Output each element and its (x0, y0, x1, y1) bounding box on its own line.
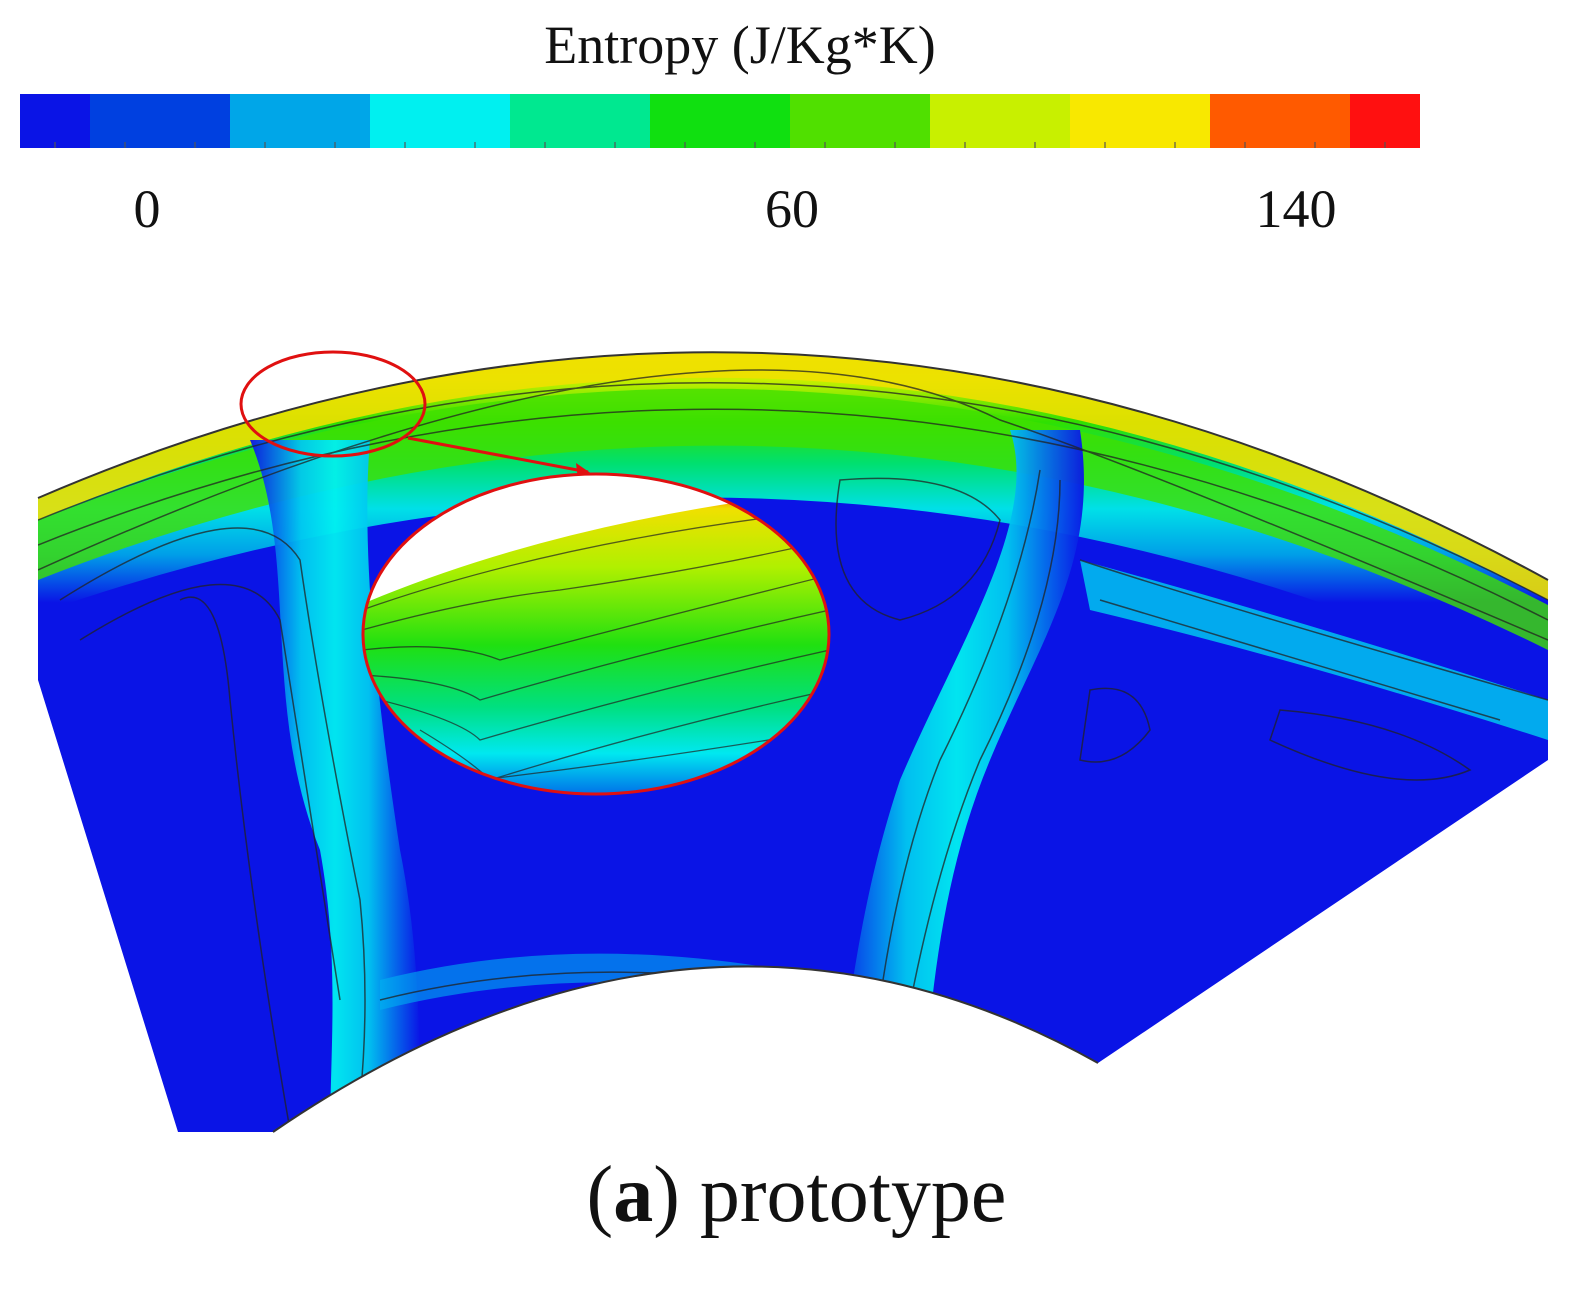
caption-text: prototype (699, 1151, 1007, 1239)
zoom-arrow (407, 436, 589, 474)
tick-label-140: 140 (1255, 179, 1337, 239)
colorbar-band (20, 94, 91, 148)
colorbar-band (1210, 94, 1351, 148)
colorbar-band (230, 94, 371, 148)
tick-label-60: 60 (765, 179, 819, 239)
colorbar-band (930, 94, 1071, 148)
zoom-inset (361, 472, 831, 796)
colorbar-band (370, 94, 511, 148)
sector-field (38, 352, 1548, 1132)
colorbar-band (1070, 94, 1211, 148)
legend-title: Entropy (J/Kg*K) (544, 15, 936, 75)
tick-label-0: 0 (133, 179, 161, 239)
colorbar-band (90, 94, 231, 148)
caption-letter: a (613, 1151, 654, 1239)
entropy-colorbar (20, 94, 1420, 148)
figure-caption: (a) prototype (586, 1151, 1007, 1239)
colorbar-band (790, 94, 931, 148)
colorbar-band (650, 94, 791, 148)
colorbar-band (510, 94, 651, 148)
colorbar-band (1350, 94, 1420, 148)
entropy-contour-plot (37, 350, 1549, 1133)
highlight-ellipse (239, 350, 427, 458)
